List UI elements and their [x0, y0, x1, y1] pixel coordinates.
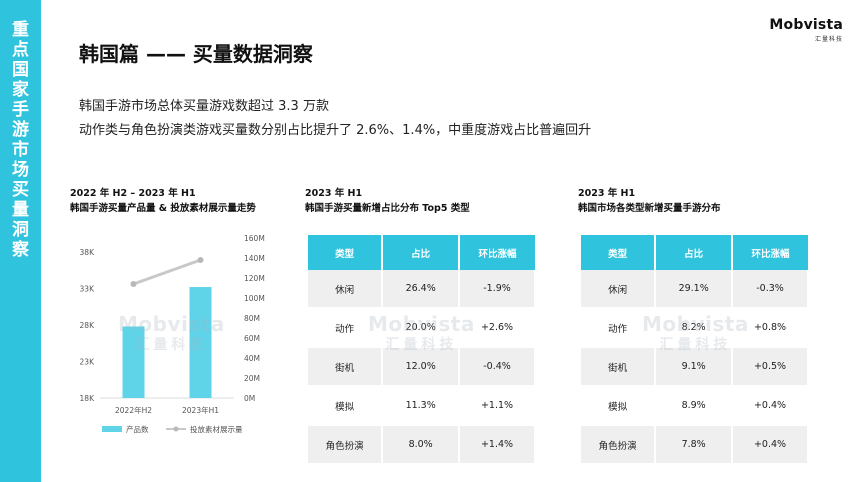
right-axis-tick: 60M [244, 334, 260, 343]
summary-line-2: 动作类与角色扮演类游戏买量数分别占比提升了 2.6%、1.4%，中重度游戏占比普… [79, 123, 592, 138]
table2-section-period: 2023 年 H1 [578, 188, 636, 199]
line-series-display-volume [132, 258, 202, 286]
cell-share: 11.3% [382, 386, 461, 426]
cell-genre: 动作 [308, 308, 384, 348]
right-axis-tick: 20M [244, 374, 260, 383]
sidebar-banner: 重点国家手游市场买量洞察 [0, 0, 41, 482]
right-axis-tick: 140M [244, 254, 265, 263]
combo-chart: 18K 23K 28K 33K 38K 0M 20M 40M 60M 80M 100M 120M 140… [80, 234, 265, 434]
cell-genre: 模拟 [308, 386, 384, 426]
col-header-share: 占比 [655, 235, 734, 270]
table1-section-period: 2023 年 H1 [305, 188, 363, 199]
chart-section-period: 2022 年 H2 – 2023 年 H1 [70, 188, 196, 199]
cell-share: 9.1% [655, 347, 734, 387]
right-axis-tick: 100M [244, 294, 265, 303]
brand-logo: Mobvista 汇量科技 [769, 17, 843, 43]
x-axis-tick: 2022年H2 [115, 405, 152, 415]
cell-share: 29.1% [655, 270, 734, 309]
cell-share: 20.0% [382, 308, 461, 348]
top5-genre-table: 类型 占比 环比涨幅 休闲 26.4% -1.9% 动作 20.0% +2.6%… [308, 235, 536, 465]
left-axis-tick: 23K [80, 358, 96, 367]
table-header-row: 类型 占比 环比涨幅 [308, 235, 535, 270]
legend-label-bars: 产品数 [126, 424, 149, 434]
bar-2 [189, 287, 212, 398]
table1-section-title: 韩国手游买量新增占比分布 Top5 类型 [305, 203, 470, 214]
legend-marker-line [173, 426, 179, 432]
table-row: 休闲 26.4% -1.9% [308, 270, 536, 309]
cell-share: 12.0% [382, 347, 461, 387]
table1-section-header: 2023 年 H1 韩国手游买量新增占比分布 Top5 类型 [305, 186, 470, 216]
cell-change: +1.1% [459, 386, 536, 426]
right-axis-tick: 80M [244, 314, 260, 323]
right-axis-tick: 120M [244, 274, 265, 283]
cell-genre: 街机 [308, 347, 384, 387]
cell-change: -0.3% [732, 270, 809, 309]
cell-change: +0.4% [732, 425, 809, 465]
cell-change: +0.8% [732, 308, 809, 348]
table2-section-header: 2023 年 H1 韩国市场各类型新增买量手游分布 [578, 186, 721, 216]
table-row: 模拟 11.3% +1.1% [308, 386, 536, 426]
line-point-2 [197, 257, 204, 263]
sidebar-title: 重点国家手游市场买量洞察 [12, 20, 29, 260]
table-row: 街机 9.1% +0.5% [581, 347, 809, 387]
logo-wordmark: Mobvista [769, 17, 843, 33]
bar-1 [122, 326, 145, 398]
right-axis-tick: 0M [244, 394, 255, 403]
cell-genre: 角色扮演 [308, 425, 384, 465]
table-header-row: 类型 占比 环比涨幅 [581, 235, 808, 270]
cell-genre: 休闲 [581, 270, 657, 309]
chart-section-title: 韩国手游买量产品量 & 投放素材展示量走势 [70, 203, 256, 214]
col-header-change: 环比涨幅 [732, 235, 808, 270]
x-axis-tick: 2023年H1 [182, 405, 219, 415]
cell-share: 26.4% [382, 270, 461, 309]
logo-subtext: 汇量科技 [814, 36, 843, 43]
left-axis-tick: 28K [80, 321, 96, 330]
right-axis-tick: 40M [244, 354, 260, 363]
table-row: 休闲 29.1% -0.3% [581, 270, 809, 309]
cell-share: 8.0% [382, 425, 461, 465]
table-row: 角色扮演 8.0% +1.4% [308, 425, 536, 465]
cell-change: +0.4% [732, 386, 809, 426]
cell-share: 8.9% [655, 386, 734, 426]
cell-change: -0.4% [459, 347, 536, 387]
col-header-genre: 类型 [581, 235, 657, 270]
cell-change: +2.6% [459, 308, 536, 348]
table-row: 街机 12.0% -0.4% [308, 347, 536, 387]
col-header-genre: 类型 [308, 235, 384, 270]
left-axis-tick: 33K [80, 285, 96, 294]
page-title: 韩国篇 —— 买量数据洞察 [79, 42, 313, 66]
new-game-genre-table: 类型 占比 环比涨幅 休闲 29.1% -0.3% 动作 8.2% +0.8% … [581, 235, 809, 465]
cell-share: 7.8% [655, 425, 734, 465]
cell-share: 8.2% [655, 308, 734, 348]
cell-change: +1.4% [459, 425, 536, 465]
legend-label-line: 投放素材展示量 [190, 424, 243, 434]
table-row: 动作 20.0% +2.6% [308, 308, 536, 348]
line-point-1 [130, 281, 137, 287]
legend-swatch-bars [102, 426, 122, 432]
table-row: 动作 8.2% +0.8% [581, 308, 809, 348]
cell-change: +0.5% [732, 347, 809, 387]
col-header-change: 环比涨幅 [459, 235, 535, 270]
summary-line-1: 韩国手游市场总体买量游戏数超过 3.3 万款 [79, 99, 329, 114]
cell-genre: 模拟 [581, 386, 657, 426]
left-axis-tick: 38K [80, 248, 96, 257]
cell-genre: 角色扮演 [581, 425, 657, 465]
cell-genre: 动作 [581, 308, 657, 348]
cell-change: -1.9% [459, 270, 536, 309]
chart-section-header: 2022 年 H2 – 2023 年 H1 韩国手游买量产品量 & 投放素材展示… [70, 186, 256, 216]
left-axis-tick: 18K [80, 394, 96, 403]
col-header-share: 占比 [382, 235, 461, 270]
cell-genre: 休闲 [308, 270, 384, 309]
table-row: 模拟 8.9% +0.4% [581, 386, 809, 426]
table2-section-title: 韩国市场各类型新增买量手游分布 [578, 203, 721, 214]
right-axis-tick: 160M [244, 234, 265, 243]
cell-genre: 街机 [581, 347, 657, 387]
table-row: 角色扮演 7.8% +0.4% [581, 425, 809, 465]
